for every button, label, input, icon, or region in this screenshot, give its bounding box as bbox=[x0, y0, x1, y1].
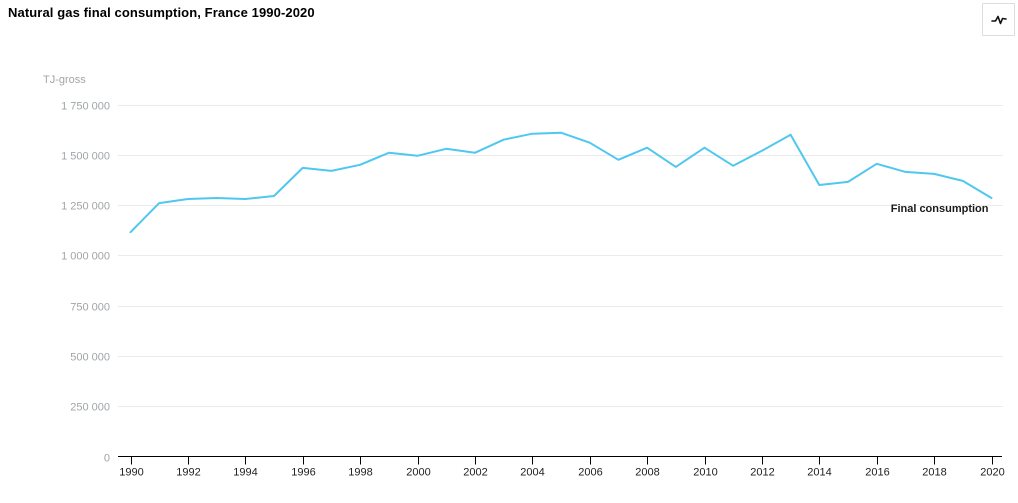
chart-title: Natural gas final consumption, France 19… bbox=[8, 5, 315, 20]
svg-text:2008: 2008 bbox=[635, 467, 659, 479]
chart-type-button[interactable] bbox=[982, 3, 1015, 36]
svg-text:1996: 1996 bbox=[291, 467, 315, 479]
svg-text:1 750 000: 1 750 000 bbox=[61, 101, 110, 113]
svg-text:2006: 2006 bbox=[578, 467, 602, 479]
svg-text:2002: 2002 bbox=[463, 467, 487, 479]
svg-text:1 000 000: 1 000 000 bbox=[61, 251, 110, 263]
series-line-final-consumption[interactable] bbox=[129, 131, 993, 234]
svg-text:2000: 2000 bbox=[406, 467, 430, 479]
svg-text:750 000: 750 000 bbox=[70, 302, 110, 314]
svg-text:1 500 000: 1 500 000 bbox=[61, 151, 110, 163]
svg-text:2010: 2010 bbox=[693, 467, 717, 479]
svg-text:1992: 1992 bbox=[176, 467, 200, 479]
svg-text:0: 0 bbox=[104, 453, 110, 465]
svg-text:1990: 1990 bbox=[119, 467, 143, 479]
svg-text:1998: 1998 bbox=[348, 467, 372, 479]
svg-text:2018: 2018 bbox=[922, 467, 946, 479]
y-axis-labels: 0 250 000 500 000 750 000 1 000 000 1 250 000… bbox=[61, 101, 110, 465]
svg-text:2004: 2004 bbox=[520, 467, 544, 479]
svg-text:2014: 2014 bbox=[807, 467, 831, 479]
svg-text:1 250 000: 1 250 000 bbox=[61, 201, 110, 213]
svg-text:2020: 2020 bbox=[980, 467, 1004, 479]
x-axis-labels: 1990 1992 1994 1996 1998 2000 2002 2004 2006 2008… bbox=[119, 467, 1004, 479]
svg-text:250 000: 250 000 bbox=[70, 402, 110, 414]
svg-text:1994: 1994 bbox=[233, 467, 257, 479]
svg-text:500 000: 500 000 bbox=[70, 352, 110, 364]
series-end-label: Final consumption bbox=[891, 203, 989, 215]
line-chart-icon bbox=[990, 13, 1007, 27]
svg-text:2016: 2016 bbox=[865, 467, 889, 479]
svg-text:2012: 2012 bbox=[750, 467, 774, 479]
gridlines bbox=[118, 105, 1003, 407]
x-axis bbox=[118, 456, 1002, 465]
y-axis-unit-label: TJ-gross bbox=[43, 74, 86, 86]
